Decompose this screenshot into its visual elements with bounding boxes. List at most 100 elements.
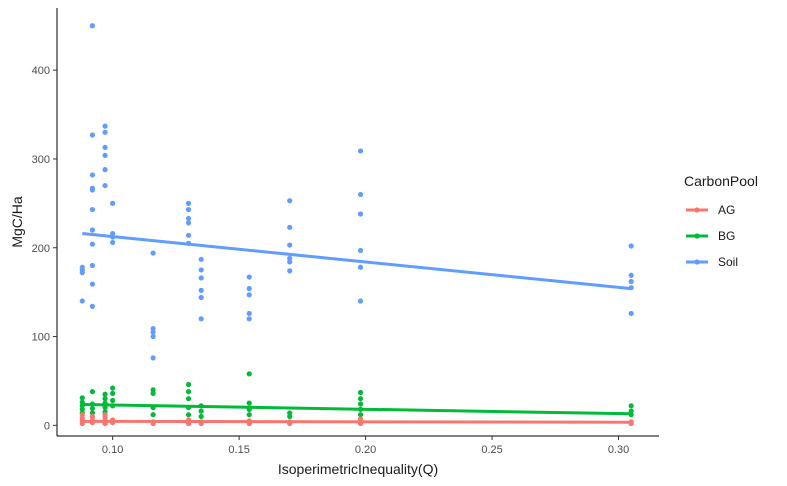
data-point [246, 400, 252, 406]
data-point [150, 412, 156, 418]
y-tick-label: 400 [32, 65, 50, 77]
legend-item-soil: Soil [686, 255, 738, 269]
data-point [198, 413, 204, 420]
data-point [198, 287, 204, 293]
legend-key-point [694, 259, 700, 265]
y-ticks: 0 100 200 300 400 [32, 65, 57, 432]
data-point [89, 413, 96, 420]
data-point [89, 303, 96, 309]
x-tick-label: 0.10 [102, 444, 123, 456]
data-point [185, 206, 192, 213]
y-tick-label: 0 [44, 420, 50, 432]
data-point [110, 385, 116, 391]
x-tick-label: 0.30 [608, 444, 629, 456]
data-point [150, 333, 156, 340]
data-point [110, 239, 116, 246]
data-point [150, 387, 156, 393]
data-point [89, 227, 96, 233]
data-point [185, 412, 192, 418]
data-point [79, 264, 85, 270]
data-point [89, 281, 96, 287]
trend-layer [82, 232, 632, 424]
legend-item-bg: BG [686, 229, 735, 243]
points-layer [79, 23, 634, 427]
y-tick-label: 100 [32, 332, 50, 344]
data-point [246, 285, 252, 292]
x-tick-label: 0.15 [228, 444, 249, 456]
data-point [287, 259, 293, 265]
data-point [89, 206, 96, 213]
data-point [628, 272, 634, 278]
data-point [628, 403, 634, 409]
legend: CarbonPool AG BG Soil [684, 173, 758, 269]
data-point [198, 256, 204, 262]
data-point [150, 355, 156, 361]
x-tick-label: 0.25 [481, 444, 502, 456]
data-point [198, 316, 204, 322]
data-point [198, 267, 204, 273]
data-point [150, 329, 156, 335]
data-point [79, 415, 85, 421]
series-ag-points [79, 412, 634, 427]
data-point [357, 401, 364, 407]
legend-label: BG [718, 229, 735, 243]
legend-key-point [694, 207, 700, 213]
data-point [150, 325, 156, 332]
legend-key-point [694, 233, 700, 239]
data-point [628, 243, 634, 249]
y-axis-title: MgC/Ha [9, 196, 25, 248]
x-axis-title: IsoperimetricInequality(Q) [278, 461, 438, 477]
data-point [150, 390, 156, 396]
data-point [246, 412, 252, 418]
data-point [287, 198, 293, 204]
data-point [357, 191, 364, 198]
data-point [185, 381, 192, 388]
x-ticks: 0.10 0.15 0.20 0.25 0.30 [102, 436, 629, 456]
legend-label: AG [718, 203, 735, 217]
data-point [246, 371, 252, 377]
data-point [246, 310, 252, 317]
data-point [89, 262, 96, 269]
data-point [287, 224, 293, 230]
data-point [287, 413, 293, 420]
data-point [102, 182, 108, 189]
data-point [185, 389, 192, 395]
data-point [89, 405, 96, 412]
data-point [357, 396, 364, 402]
data-point [102, 412, 108, 418]
data-point [357, 389, 364, 396]
data-point [628, 278, 634, 285]
data-point [89, 389, 96, 395]
data-point [198, 408, 204, 414]
data-point [628, 310, 634, 317]
data-point [89, 172, 96, 178]
data-point [89, 241, 96, 247]
data-point [102, 152, 108, 159]
data-point [357, 148, 364, 154]
legend-items: AG BG Soil [686, 203, 738, 269]
data-point [185, 215, 192, 222]
data-point [198, 294, 204, 301]
data-point [110, 390, 116, 396]
data-point [246, 274, 252, 280]
data-point [79, 395, 85, 401]
data-point [89, 23, 96, 29]
data-point [102, 396, 108, 402]
data-point [150, 250, 156, 256]
data-point [246, 292, 252, 298]
data-point [357, 211, 364, 217]
data-point [185, 396, 192, 402]
series-ag-trend-line [82, 419, 632, 424]
series-soil-points [79, 23, 634, 361]
data-point [287, 268, 293, 274]
data-point [110, 230, 116, 237]
data-point [357, 298, 364, 304]
data-point [102, 391, 108, 397]
axes [56, 8, 659, 437]
series-bg-trend-line [82, 402, 632, 416]
data-point [102, 123, 108, 129]
data-point [79, 412, 85, 418]
data-point [110, 200, 116, 206]
data-point [79, 298, 85, 304]
